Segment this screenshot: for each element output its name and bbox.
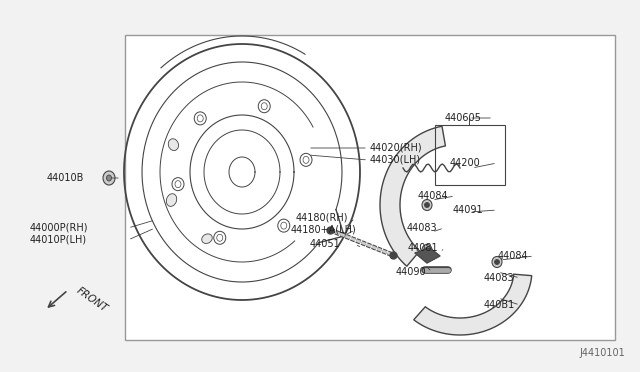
Ellipse shape [278,219,290,232]
Ellipse shape [168,139,179,151]
Text: 440B1: 440B1 [484,300,515,310]
Polygon shape [413,274,532,335]
Ellipse shape [492,257,502,267]
Text: 44010P(LH): 44010P(LH) [30,235,87,245]
Text: 44081: 44081 [408,243,438,253]
Text: FRONT: FRONT [75,285,110,314]
Text: 440605: 440605 [445,113,482,123]
Ellipse shape [166,194,177,206]
Ellipse shape [300,153,312,166]
Text: 44030(LH): 44030(LH) [370,155,421,165]
Text: 44020(RH): 44020(RH) [370,143,422,153]
Polygon shape [415,248,440,263]
Ellipse shape [281,222,287,229]
Ellipse shape [202,234,212,243]
Text: 44084: 44084 [418,191,449,201]
Ellipse shape [175,181,181,187]
Ellipse shape [217,234,223,241]
Ellipse shape [424,202,429,208]
Text: 44091: 44091 [453,205,484,215]
Text: 44180(RH): 44180(RH) [296,213,349,223]
Ellipse shape [103,171,115,185]
Text: 44200: 44200 [450,158,481,168]
Ellipse shape [303,156,309,163]
Ellipse shape [258,100,270,113]
Ellipse shape [422,199,432,211]
Text: 44010B: 44010B [47,173,84,183]
Text: 44180+A(LH): 44180+A(LH) [291,225,356,235]
Ellipse shape [422,244,432,256]
Text: 44051: 44051 [310,239,340,249]
Ellipse shape [261,103,268,110]
Ellipse shape [172,178,184,191]
Bar [435,125,505,185]
Ellipse shape [424,247,429,253]
Text: 44000P(RH): 44000P(RH) [30,223,88,233]
Text: J4410101: J4410101 [579,348,625,358]
Text: 44083: 44083 [407,223,438,233]
Ellipse shape [214,231,226,244]
Text: 44090: 44090 [396,267,427,277]
Ellipse shape [197,115,204,122]
Ellipse shape [194,112,206,125]
Ellipse shape [495,260,499,264]
Text: 44084: 44084 [498,251,529,261]
Bar [125,35,615,340]
Text: 44083: 44083 [484,273,515,283]
Ellipse shape [106,175,111,181]
Polygon shape [380,126,445,266]
